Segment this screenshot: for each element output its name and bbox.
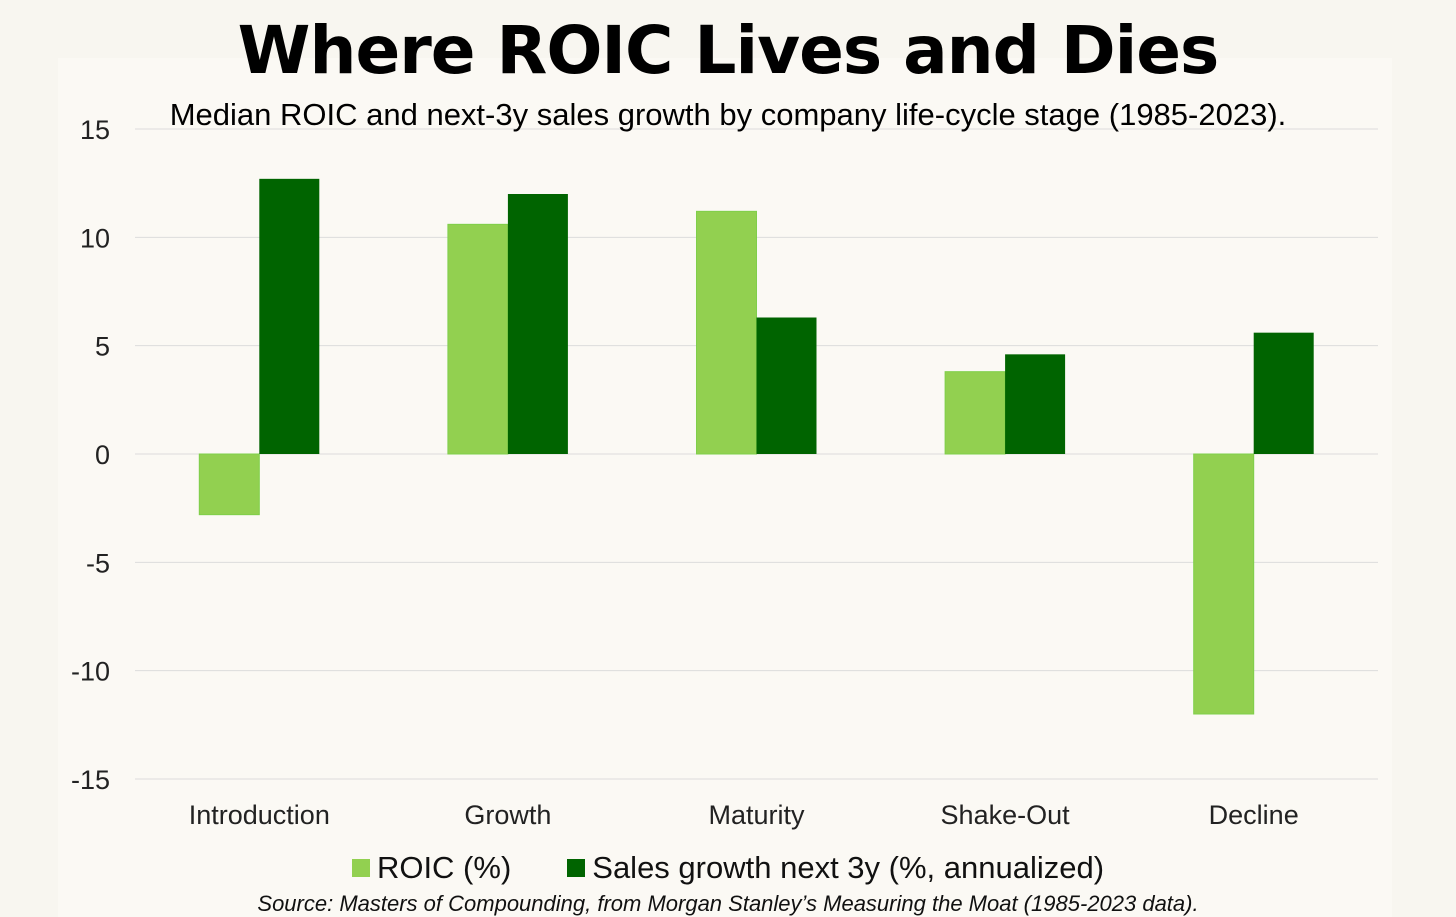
y-tick-label: -15: [71, 765, 110, 795]
sales-growth-bar-maturity: [756, 317, 817, 454]
x-category-label: Decline: [1209, 800, 1299, 830]
x-category-label: Introduction: [189, 800, 330, 830]
y-tick-label: 0: [95, 440, 110, 470]
legend-item-sales-growth: Sales growth next 3y (%, annualized): [567, 850, 1104, 886]
y-tick-label: 15: [80, 115, 110, 145]
legend-swatch-roic: [351, 859, 370, 877]
legend-item-roic: ROIC (%): [351, 850, 512, 886]
x-category-label: Shake-Out: [941, 800, 1071, 830]
sales-growth-bar-shake-out: [1005, 354, 1066, 454]
legend-label-roic: ROIC (%): [376, 850, 512, 885]
sales-growth-bar-introduction: [259, 178, 320, 455]
source-note: Source: Masters of Compounding, from Mor…: [257, 891, 1199, 916]
roic-bar-shake-out: [944, 371, 1006, 455]
y-tick-label: -10: [71, 657, 110, 687]
roic-bar-introduction: [198, 453, 260, 516]
sales-growth-bar-decline: [1253, 332, 1314, 454]
roic-bar-decline: [1193, 453, 1255, 715]
sales-growth-bar-growth: [507, 194, 568, 454]
x-category-label: Growth: [464, 800, 551, 830]
y-tick-label: -5: [86, 548, 110, 578]
legend-swatch-sales-growth: [567, 859, 586, 877]
y-tick-label: 5: [95, 332, 110, 362]
y-tick-label: 10: [80, 223, 110, 253]
roic-bar-growth: [447, 223, 509, 455]
roic-bar-maturity: [696, 210, 757, 455]
chart-legend: ROIC (%) Sales growth next 3y (%, annual…: [0, 850, 1456, 886]
chart-subtitle: Median ROIC and next-3y sales growth by …: [169, 97, 1287, 132]
legend-label-sales-growth: Sales growth next 3y (%, annualized): [592, 850, 1105, 885]
chart-title: Where ROIC Lives and Dies: [237, 12, 1220, 89]
x-category-label: Maturity: [708, 800, 805, 830]
